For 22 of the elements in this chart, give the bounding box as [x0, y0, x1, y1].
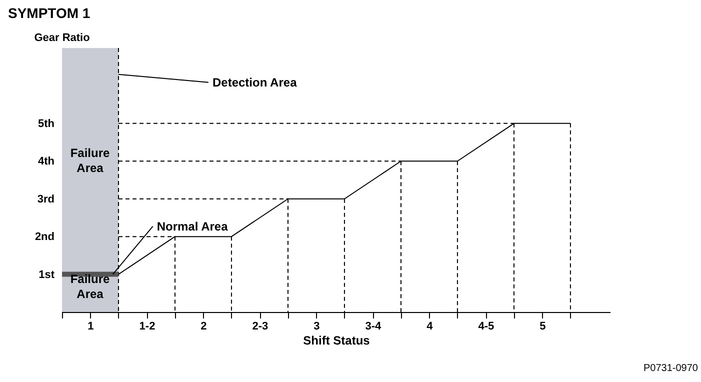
y-tick-label: 3rd [37, 193, 54, 206]
chart-title: SYMPTOM 1 [8, 5, 90, 21]
y-tick-label: 2nd [34, 231, 54, 244]
x-tick-label: 3 [314, 320, 320, 332]
x-tick-label: 5 [540, 320, 546, 332]
x-tick-label: 4 [426, 320, 434, 332]
y-tick-label: 5th [38, 118, 55, 130]
annotation: Normal Area [156, 219, 228, 234]
x-tick-label: 1 [88, 320, 94, 332]
x-tick-label: 1-2 [139, 320, 156, 332]
y-tick-label: 1st [38, 268, 55, 281]
y-tick-label: 4th [38, 156, 55, 168]
x-tick-label: 4-5 [478, 320, 494, 332]
x-axis-title: Shift Status [303, 334, 370, 348]
annotation: Failure Area [70, 272, 110, 301]
annotation: Failure Area [70, 146, 110, 175]
text: P0731-0970 [644, 363, 698, 374]
annotation: Detection Area [212, 75, 298, 90]
x-tick-label: 2 [200, 320, 207, 332]
x-tick-label: 2-3 [252, 320, 268, 332]
x-tick-label: 3-4 [365, 320, 382, 332]
y-axis-title: Gear Ratio [34, 32, 90, 44]
